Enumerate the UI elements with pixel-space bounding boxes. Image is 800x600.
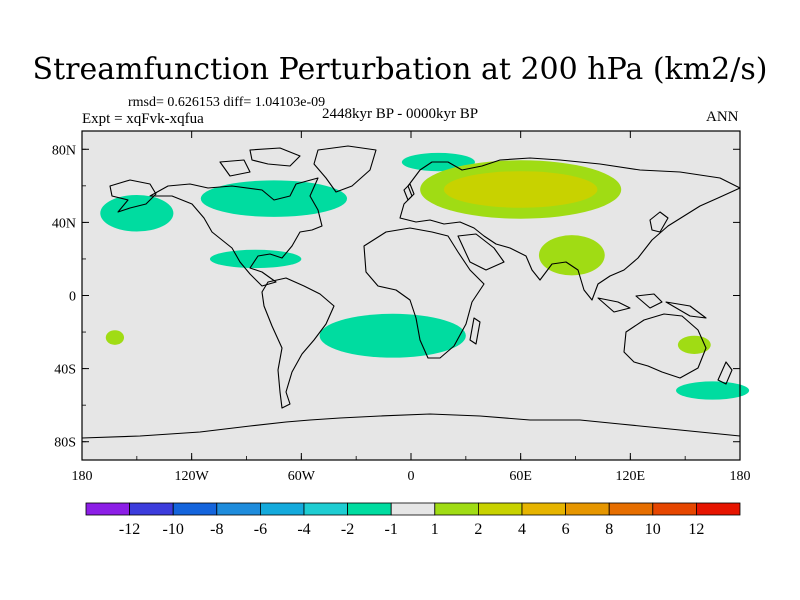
coast-eurasia xyxy=(399,157,741,301)
colorbar-swatch-10 xyxy=(521,502,566,516)
x-tick-label-2: 60W xyxy=(288,469,316,484)
colorbar-label-2: -8 xyxy=(210,521,223,538)
y-tick-label-4: 80S xyxy=(54,436,76,451)
coast-japan xyxy=(649,211,669,233)
coast-british-isles xyxy=(403,183,415,201)
colorbar-swatch-12 xyxy=(608,502,654,516)
colorbar-swatch-11 xyxy=(565,502,610,516)
colorbar-swatch-2 xyxy=(172,502,218,516)
colorbar-swatch-8 xyxy=(434,502,479,516)
experiment-label: Expt = xqFvk-xqfua xyxy=(82,111,204,127)
anomaly-region-4 xyxy=(319,313,466,358)
coast-maritime-continent xyxy=(597,293,707,319)
y-tick-label-0: 80N xyxy=(52,143,76,158)
colorbar-label-13: 12 xyxy=(688,521,704,538)
colorbar-swatch-5 xyxy=(303,502,348,516)
colorbar-label-6: -1 xyxy=(385,521,398,538)
anomaly-region-9 xyxy=(443,171,598,208)
y-tick-label-3: 40S xyxy=(54,363,76,378)
colorbar-label-10: 6 xyxy=(562,521,570,538)
colorbar-swatch-7 xyxy=(390,502,436,516)
coast-arctic-islands xyxy=(219,147,301,177)
colorbar-label-3: -6 xyxy=(254,521,267,538)
x-tick-label-3: 0 xyxy=(408,469,415,484)
anomaly-region-6 xyxy=(677,335,711,354)
colorbar-swatch-3 xyxy=(216,502,261,516)
coast-arabia xyxy=(457,233,505,271)
colorbar-swatch-9 xyxy=(477,502,523,516)
y-tick-label-1: 40N xyxy=(52,216,76,231)
colorbar-label-11: 8 xyxy=(605,521,613,538)
x-tick-label-6: 180 xyxy=(730,469,751,484)
colorbar-swatch-1 xyxy=(129,502,174,516)
x-tick-label-1: 120W xyxy=(175,469,210,484)
x-tick-label-5: 120E xyxy=(616,469,646,484)
coast-africa xyxy=(363,227,485,359)
coast-south-america xyxy=(261,277,335,409)
chart-title: Streamfunction Perturbation at 200 hPa (… xyxy=(32,52,768,87)
colorbar-label-5: -2 xyxy=(341,521,354,538)
colorbar-label-8: 2 xyxy=(474,521,482,538)
anomaly-region-1 xyxy=(200,180,348,217)
season-label: ANN xyxy=(706,109,739,125)
anomaly-region-0 xyxy=(100,194,174,232)
stats-label: rmsd= 0.626153 diff= 1.04103e-09 xyxy=(128,95,326,110)
coast-antarctica xyxy=(81,413,741,439)
colorbar-label-0: -12 xyxy=(119,521,140,538)
coast-madagascar xyxy=(469,317,481,345)
coast-new-zealand xyxy=(717,361,733,385)
x-tick-label-0: 180 xyxy=(72,469,93,484)
colorbar-label-4: -4 xyxy=(297,521,310,538)
colorbar-label-12: 10 xyxy=(645,521,661,538)
colorbar-swatch-4 xyxy=(259,502,305,516)
anomaly-region-5 xyxy=(105,330,125,345)
colorbar-label-9: 4 xyxy=(518,521,526,538)
x-tick-label-4: 60E xyxy=(509,469,532,484)
anomaly-region-7 xyxy=(676,381,750,400)
colorbar-swatch-13 xyxy=(652,502,697,516)
coast-australia xyxy=(623,313,707,379)
colorbar-label-7: 1 xyxy=(431,521,439,538)
coast-alaska xyxy=(109,179,157,213)
coast-north-america xyxy=(149,177,323,287)
colorbar-swatch-14 xyxy=(696,502,741,516)
colorbar-swatch-0 xyxy=(85,502,130,516)
coast-greenland xyxy=(313,145,377,193)
y-tick-label-2: 0 xyxy=(69,290,76,305)
period-label: 2448kyr BP - 0000kyr BP xyxy=(322,106,479,122)
anomaly-region-10 xyxy=(538,235,605,276)
colorbar-label-1: -10 xyxy=(163,521,184,538)
colorbar-swatch-6 xyxy=(347,502,392,516)
coastlines xyxy=(81,145,741,439)
